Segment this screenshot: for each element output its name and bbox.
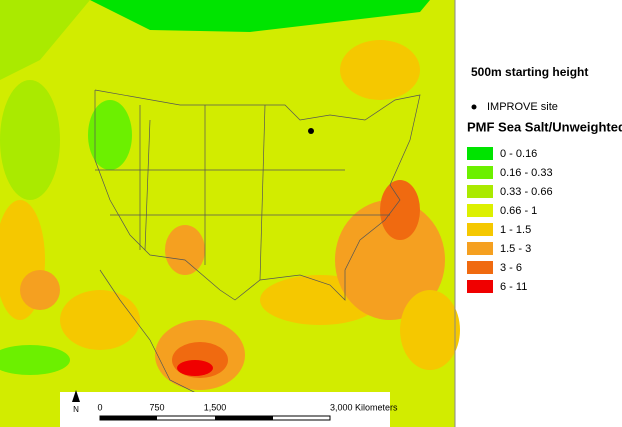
legend-label: 0.66 - 1 — [500, 205, 537, 217]
legend-swatch — [467, 223, 493, 236]
mid-zone — [340, 40, 420, 100]
legend-swatch — [467, 204, 493, 217]
peak-zone — [177, 360, 213, 376]
legend-swatch — [467, 242, 493, 255]
high-zone — [380, 180, 420, 240]
starting-height: 500m starting height — [471, 65, 588, 79]
coastline — [99, 269, 201, 396]
country-outline — [94, 89, 421, 301]
legend-swatch — [467, 261, 493, 274]
low-zone — [0, 345, 70, 375]
site-legend-marker — [471, 104, 477, 110]
mid-zone — [20, 270, 60, 310]
north-label: N — [73, 405, 79, 414]
scale-label: 750 — [149, 402, 164, 412]
legend-label: 0 - 0.16 — [500, 148, 537, 160]
legend-swatch — [467, 147, 493, 160]
low-zone — [90, 0, 430, 32]
mid-zone — [400, 290, 460, 370]
mid-zone — [335, 200, 445, 320]
scale-bar-segment — [100, 416, 157, 420]
map-area: N 0 750 1,500 3,000 Kilometers — [0, 0, 460, 427]
legend-swatch — [467, 280, 493, 293]
scale-bar-segment — [215, 416, 273, 420]
low-zone — [0, 80, 60, 200]
legend-label: 6 - 11 — [500, 281, 527, 293]
scale-label: 3,000 Kilometers — [330, 402, 398, 412]
state-boundary — [259, 104, 266, 281]
legend: 0 - 0.16 0.16 - 0.33 0.33 - 0.66 0.66 - 1 1 … — [467, 147, 553, 293]
scale-label: 0 — [97, 402, 102, 412]
scale-panel — [60, 392, 390, 427]
legend-label: 0.16 - 0.33 — [500, 167, 553, 179]
legend-label: 1 - 1.5 — [500, 224, 531, 236]
site-legend-label: IMPROVE site — [487, 101, 558, 113]
legend-label: 3 - 6 — [500, 262, 522, 274]
legend-title: PMF Sea Salt/Unweighted — [467, 119, 622, 134]
legend-label: 1.5 - 3 — [500, 243, 531, 255]
site-marker — [308, 128, 314, 134]
state-boundary — [144, 119, 151, 251]
mid-zone — [165, 225, 205, 275]
legend-swatch — [467, 185, 493, 198]
legend-label: 0.33 - 0.66 — [500, 186, 553, 198]
low-zone — [88, 100, 132, 170]
scale-label: 1,500 — [204, 402, 227, 412]
legend-swatch — [467, 166, 493, 179]
mid-zone — [60, 290, 140, 350]
low-zone — [0, 0, 90, 80]
north-arrow — [72, 390, 80, 402]
